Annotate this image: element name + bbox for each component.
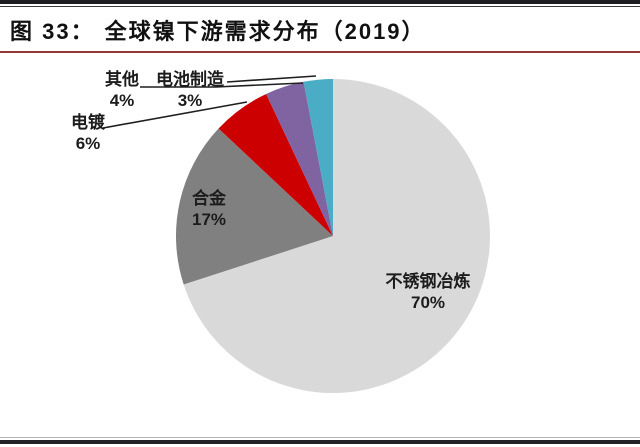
leader-line-dianchi [226,75,317,83]
pie-slice-1 [175,128,333,285]
slice-label-electroplating: 电镀 6% [55,112,121,154]
leader-line-diandu [102,101,248,129]
leader-line-qita [140,82,304,88]
slice-label-electroplating-pct: 6% [75,134,101,153]
figure-title: 图 33： 全球镍下游需求分布（2019） [10,14,426,46]
pie-slice-0 [183,79,490,393]
pie-slice-2 [218,93,333,236]
pie-slices [175,79,490,393]
slice-label-other-pct: 4% [109,91,135,110]
bottom-rule-thin [0,437,640,438]
slice-label-stainless-name: 不锈钢冶炼 [385,272,471,291]
slice-label-stainless: 不锈钢冶炼 70% [358,271,498,313]
slice-label-battery-pct: 3% [177,91,203,110]
top-rule-thin [0,6,640,7]
pie-slice-4 [303,79,333,236]
figure-number: 图 33： [10,19,95,44]
slice-label-stainless-pct: 70% [410,293,446,312]
bottom-rule-thick [0,440,640,444]
slice-label-electroplating-name: 电镀 [71,113,105,132]
top-rule-thick [0,0,640,4]
leader-lines [102,75,317,129]
pie-slice-3 [266,81,333,236]
title-divider-rule [0,51,640,53]
figure-title-text: 全球镍下游需求分布（2019） [104,19,426,44]
slice-label-other: 其他 4% [90,69,154,111]
slice-label-battery: 电池制造 3% [147,69,233,111]
slice-label-alloy: 合金 17% [172,188,246,230]
slice-label-alloy-name: 合金 [192,189,226,208]
slice-label-other-name: 其他 [105,70,139,89]
slice-label-battery-name: 电池制造 [156,70,224,89]
slice-label-alloy-pct: 17% [191,210,227,229]
